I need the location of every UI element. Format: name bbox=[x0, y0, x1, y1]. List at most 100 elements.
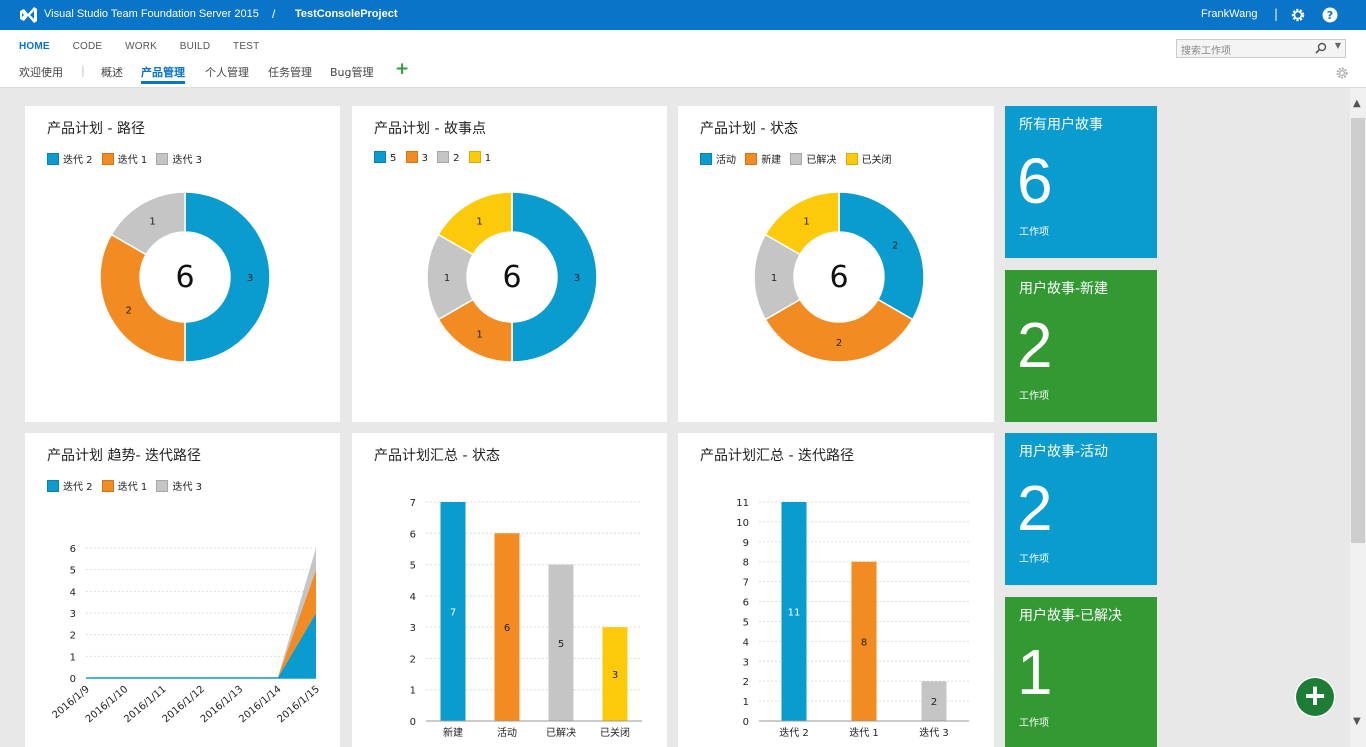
search-icon[interactable] bbox=[1315, 42, 1327, 54]
tile-title: 用户故事-已解决 bbox=[1019, 608, 1123, 624]
tile-new-user-stories[interactable]: 用户故事-新建 2 工作项 bbox=[1005, 270, 1157, 422]
legend-label: 迭代 3 bbox=[172, 482, 203, 493]
chart-legend: 活动 新建 已解决 已关闭 bbox=[700, 151, 898, 166]
y-tick-label: 1 bbox=[743, 697, 749, 708]
legend-label: 迭代 1 bbox=[117, 155, 148, 166]
y-tick-label: 6 bbox=[70, 544, 76, 555]
trend-card-iteration[interactable]: 产品计划 趋势- 迭代路径 迭代 2 迭代 1 迭代 3 0 1 2 3 4 5 6 2016… bbox=[25, 433, 340, 747]
pie-card-state[interactable]: 产品计划 - 状态 活动 新建 已解决 已关闭 2 2 1 1 6 bbox=[678, 106, 994, 422]
legend-item: 迭代 1 bbox=[101, 478, 148, 493]
scroll-up-icon[interactable]: ▲ bbox=[1353, 98, 1361, 109]
pie-slice bbox=[838, 191, 925, 321]
scroll-down-icon[interactable]: ▼ bbox=[1353, 716, 1361, 727]
y-tick-label: 0 bbox=[70, 674, 76, 685]
slice-value-label: 1 bbox=[476, 329, 482, 340]
header-divider: | bbox=[1274, 7, 1279, 21]
bar-value-label: 5 bbox=[558, 639, 564, 650]
user-name[interactable]: FrankWang bbox=[1201, 8, 1258, 20]
visual-studio-logo-icon[interactable] bbox=[18, 6, 38, 24]
tile-unit: 工作项 bbox=[1019, 718, 1049, 729]
dashboard-settings-gear-icon[interactable] bbox=[1335, 66, 1349, 80]
y-tick-label: 5 bbox=[410, 561, 416, 572]
tab-code[interactable]: CODE bbox=[72, 41, 103, 52]
legend-swatch bbox=[437, 151, 450, 163]
y-tick-label: 1 bbox=[70, 652, 76, 663]
product-name[interactable]: Visual Studio Team Foundation Server 201… bbox=[44, 8, 259, 20]
legend-label: 已关闭 bbox=[861, 155, 892, 166]
tile-resolved-user-stories[interactable]: 用户故事-已解决 1 工作项 bbox=[1005, 597, 1157, 747]
top-bar: Visual Studio Team Foundation Server 201… bbox=[0, 0, 1366, 30]
bar bbox=[851, 561, 877, 721]
slice-value-label: 1 bbox=[444, 273, 450, 284]
subtab-product-management[interactable]: 产品管理 bbox=[141, 64, 185, 84]
scrollbar-thumb[interactable] bbox=[1351, 118, 1365, 543]
tab-test[interactable]: TEST bbox=[233, 41, 260, 52]
legend-label: 迭代 3 bbox=[172, 155, 203, 166]
tab-work[interactable]: WORK bbox=[125, 41, 157, 52]
x-tick-label: 已解决 bbox=[546, 726, 576, 739]
bar-card-state[interactable]: 产品计划汇总 - 状态 0 1 2 3 4 5 6 7 7 新建 6 活动 5 已解决 3 已关闭 bbox=[352, 433, 667, 747]
legend-label: 新建 bbox=[761, 155, 782, 166]
card-title: 产品计划 趋势- 迭代路径 bbox=[47, 448, 201, 464]
x-tick-label: 迭代 3 bbox=[919, 727, 949, 739]
subtab-overview[interactable]: 概述 bbox=[101, 66, 123, 79]
legend-item: 迭代 1 bbox=[101, 151, 148, 166]
y-tick-label: 8 bbox=[743, 558, 749, 569]
add-widget-button[interactable]: + bbox=[1294, 676, 1336, 718]
tab-home[interactable]: HOME bbox=[19, 41, 50, 52]
legend-label: 迭代 1 bbox=[117, 482, 148, 493]
donut-chart: 2 2 1 1 6 bbox=[753, 191, 925, 363]
legend-item: 迭代 2 bbox=[47, 478, 93, 493]
vertical-scrollbar[interactable]: ▲ ▼ bbox=[1350, 88, 1366, 747]
slice-value-label: 2 bbox=[892, 241, 898, 252]
legend-swatch bbox=[374, 151, 386, 163]
bar-value-label: 8 bbox=[861, 637, 867, 648]
chart-legend: 5 3 2 1 bbox=[374, 151, 497, 164]
card-title: 产品计划汇总 - 状态 bbox=[374, 448, 500, 464]
y-tick-label: 6 bbox=[410, 529, 416, 540]
pie-card-story-points[interactable]: 产品计划 - 故事点 5 3 2 1 3 1 1 1 6 bbox=[352, 106, 667, 422]
subtab-task-management[interactable]: 任务管理 bbox=[268, 66, 312, 79]
tab-build[interactable]: BUILD bbox=[179, 41, 211, 52]
pie-slice bbox=[110, 191, 186, 256]
legend-label: 2 bbox=[453, 153, 460, 164]
card-title: 产品计划 - 状态 bbox=[700, 121, 798, 137]
pie-slice bbox=[99, 233, 186, 363]
legend-swatch bbox=[47, 153, 59, 165]
tile-unit: 工作项 bbox=[1019, 554, 1049, 565]
tile-active-user-stories[interactable]: 用户故事-活动 2 工作项 bbox=[1005, 433, 1157, 585]
y-tick-label: 3 bbox=[410, 623, 416, 634]
y-tick-label: 4 bbox=[410, 592, 416, 603]
subtab-bug-management[interactable]: Bug管理 bbox=[330, 66, 374, 79]
y-tick-label: 2 bbox=[743, 677, 749, 688]
add-dashboard-icon[interactable]: + bbox=[395, 59, 410, 79]
legend-label: 迭代 2 bbox=[63, 155, 93, 166]
breadcrumb-separator: / bbox=[272, 7, 276, 21]
legend-label: 活动 bbox=[716, 155, 736, 166]
tile-title: 用户故事-活动 bbox=[1019, 444, 1109, 460]
pie-card-path[interactable]: 产品计划 - 路径 迭代 2 迭代 1 迭代 3 3 2 1 6 bbox=[25, 106, 340, 422]
tile-all-user-stories[interactable]: 所有用户故事 6 工作项 bbox=[1005, 106, 1157, 258]
search-input[interactable]: 搜索工作项 ▼ bbox=[1176, 39, 1346, 58]
subtab-personal-management[interactable]: 个人管理 bbox=[205, 66, 249, 79]
slice-value-label: 2 bbox=[836, 338, 842, 349]
bar-value-label: 7 bbox=[450, 608, 456, 619]
chevron-down-icon[interactable]: ▼ bbox=[1334, 41, 1341, 50]
y-tick-label: 2 bbox=[410, 654, 416, 665]
legend-item: 3 bbox=[405, 151, 428, 164]
legend-label: 5 bbox=[390, 153, 397, 164]
tile-unit: 工作项 bbox=[1019, 391, 1049, 402]
y-tick-label: 3 bbox=[743, 657, 749, 668]
bar bbox=[921, 681, 947, 721]
x-tick-label: 已关闭 bbox=[600, 726, 630, 739]
x-tick-label: 新建 bbox=[443, 726, 463, 739]
project-name[interactable]: TestConsoleProject bbox=[295, 8, 398, 20]
donut-chart: 3 2 1 6 bbox=[99, 191, 271, 363]
pie-slice bbox=[184, 191, 271, 363]
bar-chart: 0 1 2 3 4 5 6 7 7 新建 6 活动 5 已解决 3 已关闭 bbox=[410, 498, 642, 739]
bar-card-iteration[interactable]: 产品计划汇总 - 迭代路径 0 1 2 3 4 5 6 7 8 9 10 11 11 迭代 2 8 迭代 1 2… bbox=[678, 433, 994, 747]
bar-chart: 0 1 2 3 4 5 6 7 8 9 10 11 11 迭代 2 8 迭代 1 2 迭代 3 bbox=[736, 498, 969, 739]
settings-gear-icon[interactable] bbox=[1290, 7, 1306, 23]
help-icon[interactable]: ? bbox=[1322, 7, 1338, 23]
subtab-welcome[interactable]: 欢迎使用 bbox=[19, 66, 63, 79]
